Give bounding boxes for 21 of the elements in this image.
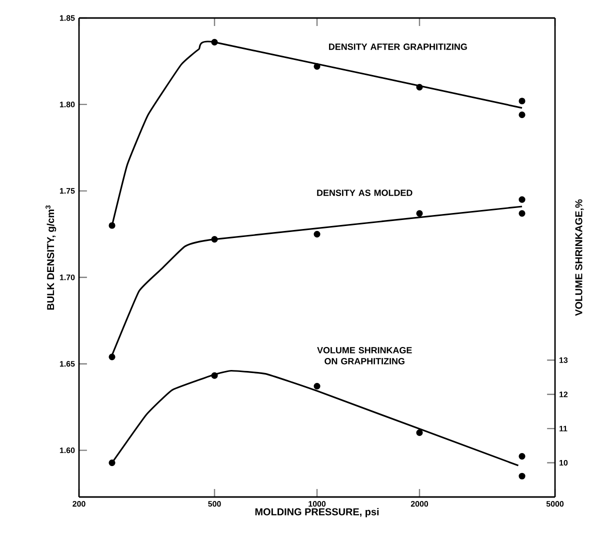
- point: [416, 210, 423, 217]
- point: [314, 382, 320, 390]
- point: [211, 38, 218, 46]
- point: [211, 236, 218, 243]
- point: [108, 354, 116, 360]
- point: [314, 230, 320, 238]
- point: [518, 98, 526, 104]
- y-axis-title: BULK DENSITY, g/cm$^{3}$: [46, 205, 56, 310]
- point: [518, 452, 526, 460]
- point: [211, 372, 218, 379]
- point: [416, 429, 423, 436]
- annotation: DENSITY AS MOLDED: [317, 190, 412, 196]
- annotation: DENSITY AFTER GRAPHITIZING: [329, 44, 467, 50]
- point: [108, 459, 116, 466]
- annotation: VOLUME SHRINKAGE ON GRAPHITIZING: [317, 347, 412, 364]
- x-axis-title: MOLDING PRESSURE, psi: [255, 508, 379, 518]
- point: [108, 222, 116, 229]
- point: [416, 84, 423, 90]
- point: [314, 63, 320, 70]
- y2-axis-title: VOLUME SHRINKAGE,%: [575, 199, 584, 316]
- point: [518, 196, 526, 203]
